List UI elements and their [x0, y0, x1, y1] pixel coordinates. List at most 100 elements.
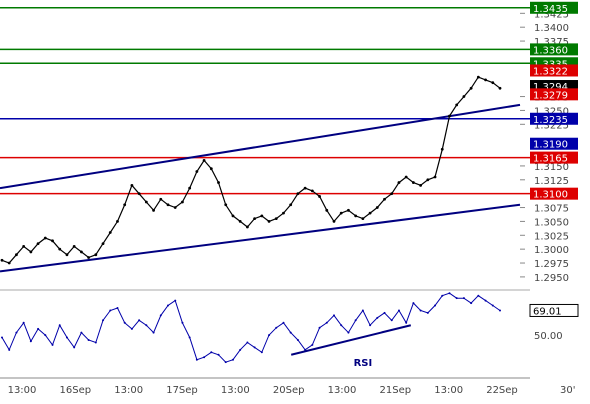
rsi-point — [94, 341, 97, 344]
time-tick-label-0: 13:00 — [8, 385, 37, 396]
price-point — [0, 258, 4, 262]
price-point — [318, 195, 321, 198]
price-point — [7, 261, 11, 265]
price-point — [166, 203, 170, 207]
price-flag-label-1.3279: 1.3279 — [533, 90, 568, 101]
time-tick-label-2: 13:00 — [114, 385, 143, 396]
price-flag-1.3190 — [530, 137, 578, 150]
rsi-point — [1, 336, 3, 339]
time-tick-label-1: 16Sep — [60, 385, 92, 396]
price-tick-label-6: 1.3150 — [534, 162, 569, 173]
price-point — [238, 220, 242, 223]
time-tick-label-7: 21Sep — [380, 385, 412, 396]
rsi-point — [434, 304, 437, 307]
price-panel-background — [0, 0, 590, 290]
trendline-upper-channel — [0, 103, 521, 190]
rsi-label: RSI — [354, 358, 373, 369]
rsi-point — [419, 309, 422, 312]
rsi-point — [246, 341, 249, 344]
time-tick-label-5: 20Sep — [273, 385, 305, 396]
price-point — [404, 175, 408, 179]
rsi-point — [65, 336, 68, 339]
price-point — [289, 203, 293, 207]
price-point — [455, 103, 459, 107]
price-line — [1, 76, 501, 264]
rsi-point — [268, 334, 271, 337]
time-tick-label-8: 13:00 — [434, 385, 463, 396]
price-point — [22, 244, 26, 248]
rsi-point — [282, 321, 285, 324]
rsi-point — [58, 324, 61, 327]
price-point — [94, 253, 98, 257]
price-tick-label-7: 1.3125 — [534, 176, 569, 187]
time-tick-label-3: 17Sep — [166, 385, 198, 396]
price-point — [159, 197, 163, 201]
rsi-point — [369, 324, 372, 327]
price-point — [462, 95, 466, 98]
level-tag-1.3235 — [530, 112, 578, 125]
price-point — [375, 206, 379, 209]
rsi-point — [203, 356, 206, 359]
price-point — [108, 231, 112, 234]
time-tick-label-6: 13:00 — [328, 385, 357, 396]
level-tag-label-1.3100: 1.3100 — [533, 190, 568, 201]
price-point — [361, 217, 365, 221]
price-point — [332, 220, 336, 223]
price-point — [195, 170, 199, 173]
price-point — [411, 181, 415, 184]
rsi-point — [130, 327, 133, 330]
rsi-point — [347, 331, 350, 334]
rsi-point — [441, 294, 444, 297]
price-point — [65, 253, 69, 257]
price-point — [253, 217, 257, 221]
price-point — [498, 86, 502, 90]
rsi-point — [426, 311, 429, 314]
price-point — [260, 214, 264, 218]
price-point — [310, 189, 314, 193]
rsi-point — [195, 358, 198, 361]
price-tick-label-1: 1.3400 — [534, 23, 569, 34]
price-point — [491, 81, 495, 85]
price-tick-label-9: 1.3050 — [534, 217, 569, 228]
price-point — [303, 186, 307, 190]
price-point — [224, 203, 228, 207]
rsi-panel: RSI 50.00 69.01 — [0, 289, 579, 369]
rsi-point — [73, 346, 76, 349]
price-flag-label-1.3190: 1.3190 — [533, 140, 568, 151]
rsi-point — [448, 292, 451, 295]
level-tag-label-1.3435: 1.3435 — [533, 4, 568, 15]
rsi-point — [217, 353, 220, 356]
rsi-line — [1, 292, 501, 363]
rsi-point — [231, 358, 234, 361]
price-point — [209, 167, 213, 171]
price-tick-label-12: 1.2975 — [534, 259, 569, 270]
rsi-point — [152, 331, 155, 334]
rsi-point — [311, 343, 314, 346]
rsi-point — [109, 309, 112, 312]
price-point — [390, 192, 394, 196]
rsi-point — [397, 309, 400, 312]
rsi-point — [80, 331, 83, 334]
rsi-point — [260, 351, 263, 354]
price-point — [101, 242, 105, 246]
price-point — [368, 211, 372, 215]
price-point — [296, 192, 300, 196]
price-point — [274, 217, 278, 221]
level-tag-1.3100 — [530, 187, 578, 200]
price-point — [231, 214, 235, 218]
price-flag-label-1.3294: 1.3294 — [533, 82, 568, 93]
price-point — [130, 183, 134, 187]
price-point — [397, 181, 401, 184]
price-point — [325, 208, 329, 212]
price-point — [469, 86, 473, 90]
price-point — [267, 220, 271, 223]
rsi-point — [376, 316, 379, 319]
rsi-point — [390, 319, 393, 322]
price-point — [72, 244, 76, 248]
rsi-point — [462, 297, 465, 300]
rsi-point — [37, 327, 40, 330]
rsi-point — [181, 321, 184, 324]
price-point — [339, 211, 343, 215]
rsi-point — [354, 319, 357, 322]
level-tag-label-1.3165: 1.3165 — [533, 154, 568, 165]
